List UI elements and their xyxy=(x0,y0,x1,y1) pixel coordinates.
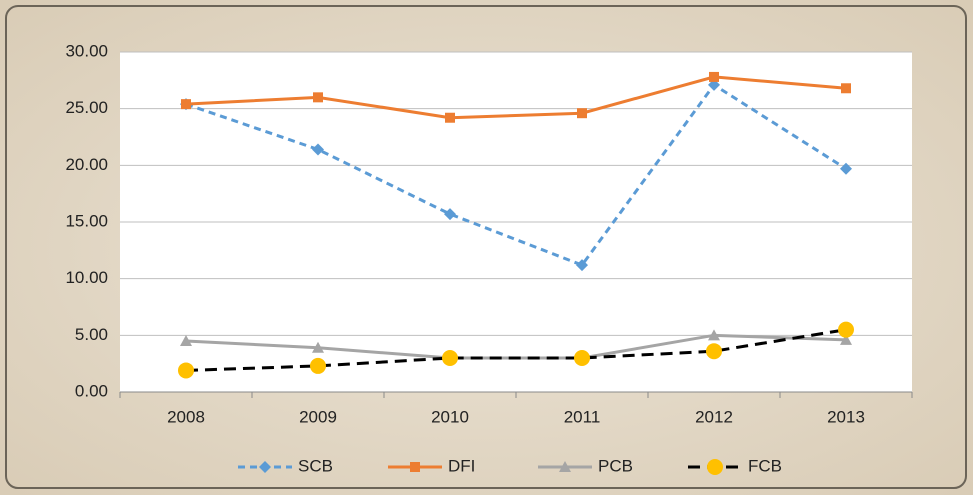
x-tick-label: 2011 xyxy=(564,407,601,426)
data-point xyxy=(444,208,456,221)
data-point xyxy=(841,83,851,94)
data-point xyxy=(312,341,324,353)
data-point xyxy=(577,108,587,119)
data-point xyxy=(442,350,458,366)
series-line xyxy=(185,328,847,372)
data-point xyxy=(838,321,854,338)
x-tick-label: 2012 xyxy=(695,407,733,426)
series-line xyxy=(185,82,847,267)
legend-marker xyxy=(559,461,571,472)
y-tick-label: 10.00 xyxy=(65,268,108,287)
data-point xyxy=(313,92,323,103)
x-tick-label: 2008 xyxy=(167,407,205,426)
legend-label: PCB xyxy=(598,456,633,475)
y-tick-label: 20.00 xyxy=(65,155,108,174)
data-point xyxy=(708,329,720,341)
legend-label: FCB xyxy=(748,456,782,475)
data-point xyxy=(178,362,194,379)
data-point xyxy=(181,99,191,110)
data-point xyxy=(312,143,324,156)
data-point xyxy=(840,162,852,175)
y-tick-label: 0.00 xyxy=(75,381,108,400)
series-line xyxy=(185,75,847,120)
data-point xyxy=(709,71,719,82)
legend-label: DFI xyxy=(448,456,475,475)
legend-marker xyxy=(707,459,723,475)
x-tick-label: 2010 xyxy=(431,407,469,426)
legend-marker xyxy=(410,462,420,472)
data-point xyxy=(706,343,722,360)
data-point xyxy=(840,333,852,345)
y-tick-label: 30.00 xyxy=(65,41,108,60)
data-point xyxy=(310,357,326,374)
data-point xyxy=(180,335,192,346)
y-tick-label: 5.00 xyxy=(75,325,108,344)
data-point xyxy=(445,112,455,123)
x-tick-label: 2009 xyxy=(299,407,337,426)
data-point xyxy=(576,259,588,272)
legend-label: SCB xyxy=(298,456,333,475)
y-tick-label: 25.00 xyxy=(65,98,108,117)
x-tick-label: 2013 xyxy=(827,407,865,426)
data-point xyxy=(574,350,590,366)
frame xyxy=(5,5,967,489)
y-tick-label: 15.00 xyxy=(65,211,108,230)
legend-marker xyxy=(259,461,271,473)
